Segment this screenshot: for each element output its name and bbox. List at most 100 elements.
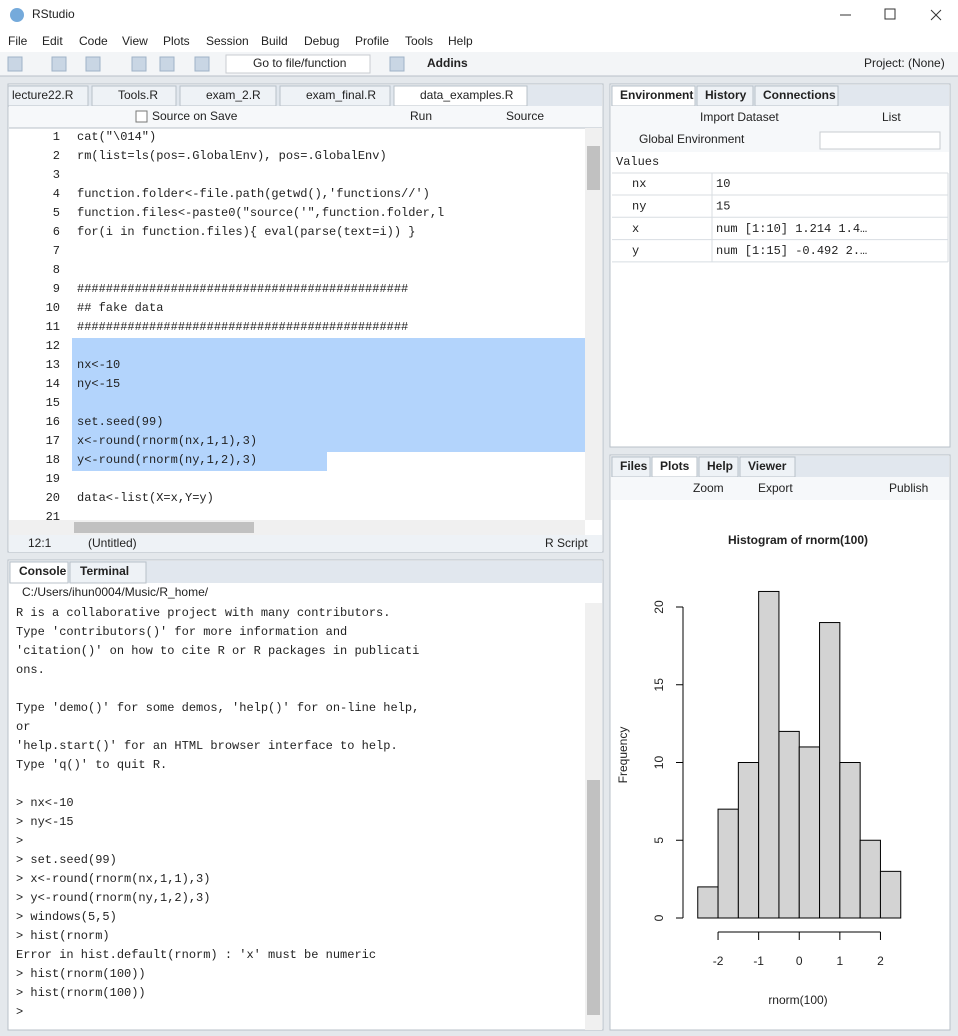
env-table: nx 10 ny 15 x num [1:10] 1.214 1.4… y num [1:15… — [632, 177, 867, 258]
y-tick-label: 20 — [652, 600, 666, 614]
source-button[interactable]: Source — [506, 109, 544, 123]
plots-tab-label[interactable]: Files — [620, 459, 648, 473]
editor-tab-label[interactable]: exam_2.R — [206, 88, 261, 102]
env-tab-label[interactable]: Connections — [763, 88, 836, 102]
line-number: 16 — [46, 415, 60, 429]
line-number: 5 — [53, 206, 60, 220]
y-tick-label: 10 — [652, 756, 666, 770]
plots-tab-label[interactable]: Help — [707, 459, 733, 473]
source-on-save-label[interactable]: Source on Save — [152, 109, 238, 123]
menu-item[interactable]: Debug — [304, 34, 339, 48]
working-directory[interactable]: C:/Users/ihun0004/Music/R_home/ — [22, 585, 209, 599]
toolbar-icon[interactable] — [194, 56, 210, 72]
env-tab-label[interactable]: Environment — [620, 88, 693, 102]
go-to-file-box[interactable] — [225, 54, 371, 74]
selection — [72, 338, 585, 452]
editor-tab-label[interactable]: lecture22.R — [12, 88, 74, 102]
chart-title: Histogram of rnorm(100) — [728, 533, 868, 547]
view-mode[interactable]: List — [882, 110, 901, 124]
x-tick-label: 2 — [877, 954, 884, 968]
code-line: ########################################… — [77, 320, 408, 334]
bar — [879, 870, 902, 919]
addins-menu[interactable]: Addins — [427, 56, 468, 70]
menu-item[interactable]: Code — [79, 34, 108, 48]
toolbar-icon[interactable] — [51, 56, 67, 72]
console-line: > windows(5,5) — [16, 910, 117, 924]
terminal-tab[interactable] — [69, 561, 147, 584]
toolbar-icon[interactable] — [389, 56, 405, 72]
line-number: 10 — [46, 301, 60, 315]
line-number: 19 — [46, 472, 60, 486]
title-bar — [0, 0, 958, 30]
console-line: > — [16, 1005, 23, 1019]
menu-item[interactable]: Plots — [163, 34, 190, 48]
app-icon — [10, 8, 24, 22]
env-name: y — [632, 244, 639, 258]
x-tick-label: 1 — [837, 954, 844, 968]
scope-menu[interactable]: (Untitled) — [88, 536, 137, 550]
code-line: for(i in function.files){ eval(parse(tex… — [77, 225, 415, 239]
terminal-tab-label[interactable]: Terminal — [80, 564, 129, 578]
x-tick-label: -2 — [713, 954, 724, 968]
editor-tab-label[interactable]: data_examples.R — [420, 88, 514, 102]
maximize-icon[interactable] — [884, 8, 896, 20]
console-line: > — [16, 834, 23, 848]
console-tab[interactable] — [9, 561, 69, 584]
code-line: set.seed(99) — [77, 415, 163, 429]
menu-item[interactable]: Build — [261, 34, 288, 48]
plots-tab-label[interactable]: Plots — [660, 459, 690, 473]
line-number: 7 — [53, 244, 60, 258]
code-line: ny<-15 — [77, 377, 120, 391]
menu-item[interactable]: Help — [448, 34, 473, 48]
y-tick-label: 15 — [652, 678, 666, 692]
plots-tab-label[interactable]: Viewer — [748, 459, 787, 473]
env-value: num [1:15] -0.492 2.… — [716, 244, 867, 258]
console-line: > hist(rnorm(100)) — [16, 967, 146, 981]
menu-item[interactable]: Session — [206, 34, 249, 48]
bar — [697, 886, 719, 919]
filetype-menu[interactable]: R Script — [545, 536, 588, 550]
run-button[interactable]: Run — [410, 109, 432, 123]
env-value: num [1:10] 1.214 1.4… — [716, 222, 867, 236]
menu-item[interactable]: View — [122, 34, 148, 48]
menu-item[interactable]: Tools — [405, 34, 433, 48]
env-scope[interactable]: Global Environment — [639, 132, 745, 146]
env-name: x — [632, 222, 639, 236]
toolbar-icon[interactable] — [7, 56, 23, 72]
menu-item[interactable]: File — [8, 34, 28, 48]
zoom-button[interactable]: Zoom — [693, 481, 724, 495]
console-line: > set.seed(99) — [16, 853, 117, 867]
code-line: nx<-10 — [77, 358, 120, 372]
menu-item[interactable]: Profile — [355, 34, 389, 48]
window-title: RStudio — [32, 7, 75, 21]
toolbar-icon[interactable] — [159, 56, 175, 72]
menu-item[interactable]: Edit — [42, 34, 63, 48]
source-on-save-checkbox[interactable] — [135, 110, 148, 123]
console-tab-label[interactable]: Console — [19, 564, 67, 578]
code-line: function.files<-paste0("source('",functi… — [77, 206, 444, 220]
editor-hscroll-thumb — [74, 522, 254, 533]
console-line: > nx<-10 — [16, 796, 74, 810]
line-number: 3 — [53, 168, 60, 182]
export-button[interactable]: Export — [758, 481, 793, 495]
env-tab-label[interactable]: History — [705, 88, 747, 102]
console-line: > ny<-15 — [16, 815, 74, 829]
console-line: Error in hist.default(rnorm) : 'x' must … — [16, 948, 376, 962]
toolbar-icon[interactable] — [85, 56, 101, 72]
project-menu[interactable]: Project: (None) — [864, 56, 945, 70]
editor-tab-label[interactable]: Tools.R — [118, 88, 158, 102]
env-name: ny — [632, 199, 646, 213]
import-dataset[interactable]: Import Dataset — [700, 110, 779, 124]
x-axis-label: rnorm(100) — [768, 993, 827, 1007]
bar — [737, 762, 760, 919]
editor-tab-label[interactable]: exam_final.R — [306, 88, 376, 102]
line-number: 9 — [53, 282, 60, 296]
toolbar-icon[interactable] — [131, 56, 147, 72]
console-vscroll-thumb — [587, 780, 600, 1015]
publish-button[interactable]: Publish — [889, 481, 928, 495]
bar — [819, 622, 841, 919]
line-number: 17 — [46, 434, 60, 448]
env-search[interactable] — [819, 131, 941, 150]
